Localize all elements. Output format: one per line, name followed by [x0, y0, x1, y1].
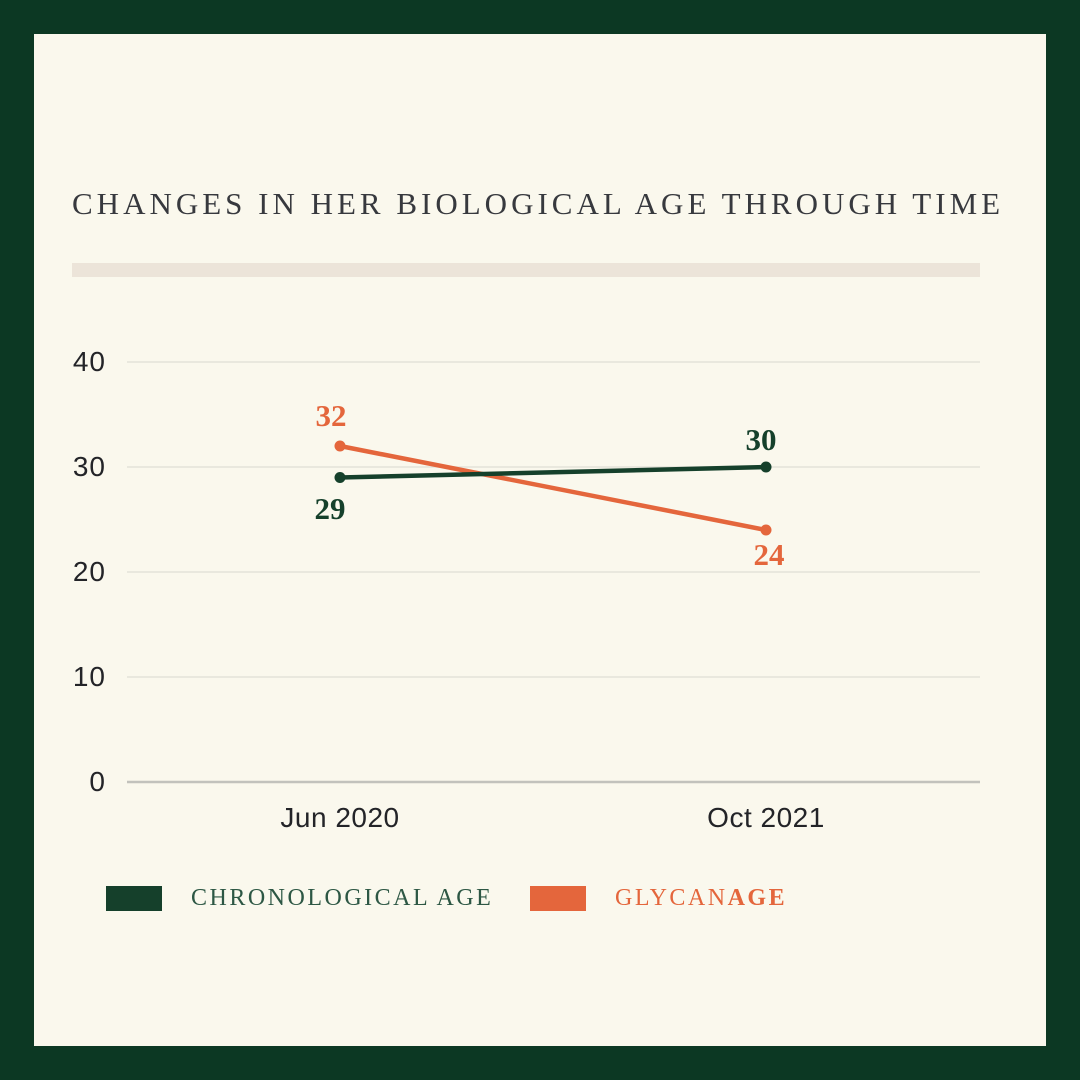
title-underline-bar — [72, 263, 980, 277]
legend-label-chronological-age: CHRONOLOGICAL AGE — [191, 885, 494, 911]
data-point-glycanage-1 — [760, 524, 772, 536]
y-tick-label-40: 40 — [72, 346, 106, 377]
chart-area: 0 10 20 30 40 Jun 2020 Oct 2021 29 30 32 24 — [34, 34, 1046, 1046]
x-tick-label-0: Jun 2020 — [280, 802, 400, 833]
y-tick-label-20: 20 — [72, 556, 106, 587]
x-tick-label-1: Oct 2021 — [707, 802, 825, 833]
value-label-chronological-0: 29 — [314, 490, 346, 526]
data-point-glycanage-0 — [334, 440, 346, 452]
legend-item-chronological-age: CHRONOLOGICAL AGE — [106, 885, 493, 912]
glycanage-wordmark-bold: AGE — [727, 885, 788, 911]
y-tick-label-0: 0 — [89, 766, 106, 797]
line-chart-plot — [127, 361, 980, 784]
value-label-glycanage-0: 32 — [315, 398, 347, 433]
glycanage-wordmark-regular: GLYCAN — [615, 885, 728, 911]
data-point-chronological-0 — [334, 472, 346, 483]
legend-item-glycanage: GLYCANAGE — [530, 885, 787, 912]
data-point-chronological-1 — [760, 461, 772, 473]
series-line-glycanage — [339, 443, 767, 533]
series-line-chronological-age — [339, 464, 767, 480]
value-label-glycanage-1: 24 — [753, 537, 785, 572]
value-label-chronological-1: 30 — [745, 422, 777, 457]
glycanage-color-swatch — [530, 886, 586, 911]
infographic-card: CHANGES IN HER BIOLOGICAL AGE THROUGH TI… — [34, 34, 1046, 1046]
legend-label-glycanage: GLYCANAGE — [615, 885, 787, 912]
chart-title: CHANGES IN HER BIOLOGICAL AGE THROUGH TI… — [72, 186, 1005, 221]
y-tick-label-30: 30 — [72, 451, 106, 482]
chronological-age-color-swatch — [106, 886, 162, 911]
y-tick-label-10: 10 — [72, 661, 106, 692]
